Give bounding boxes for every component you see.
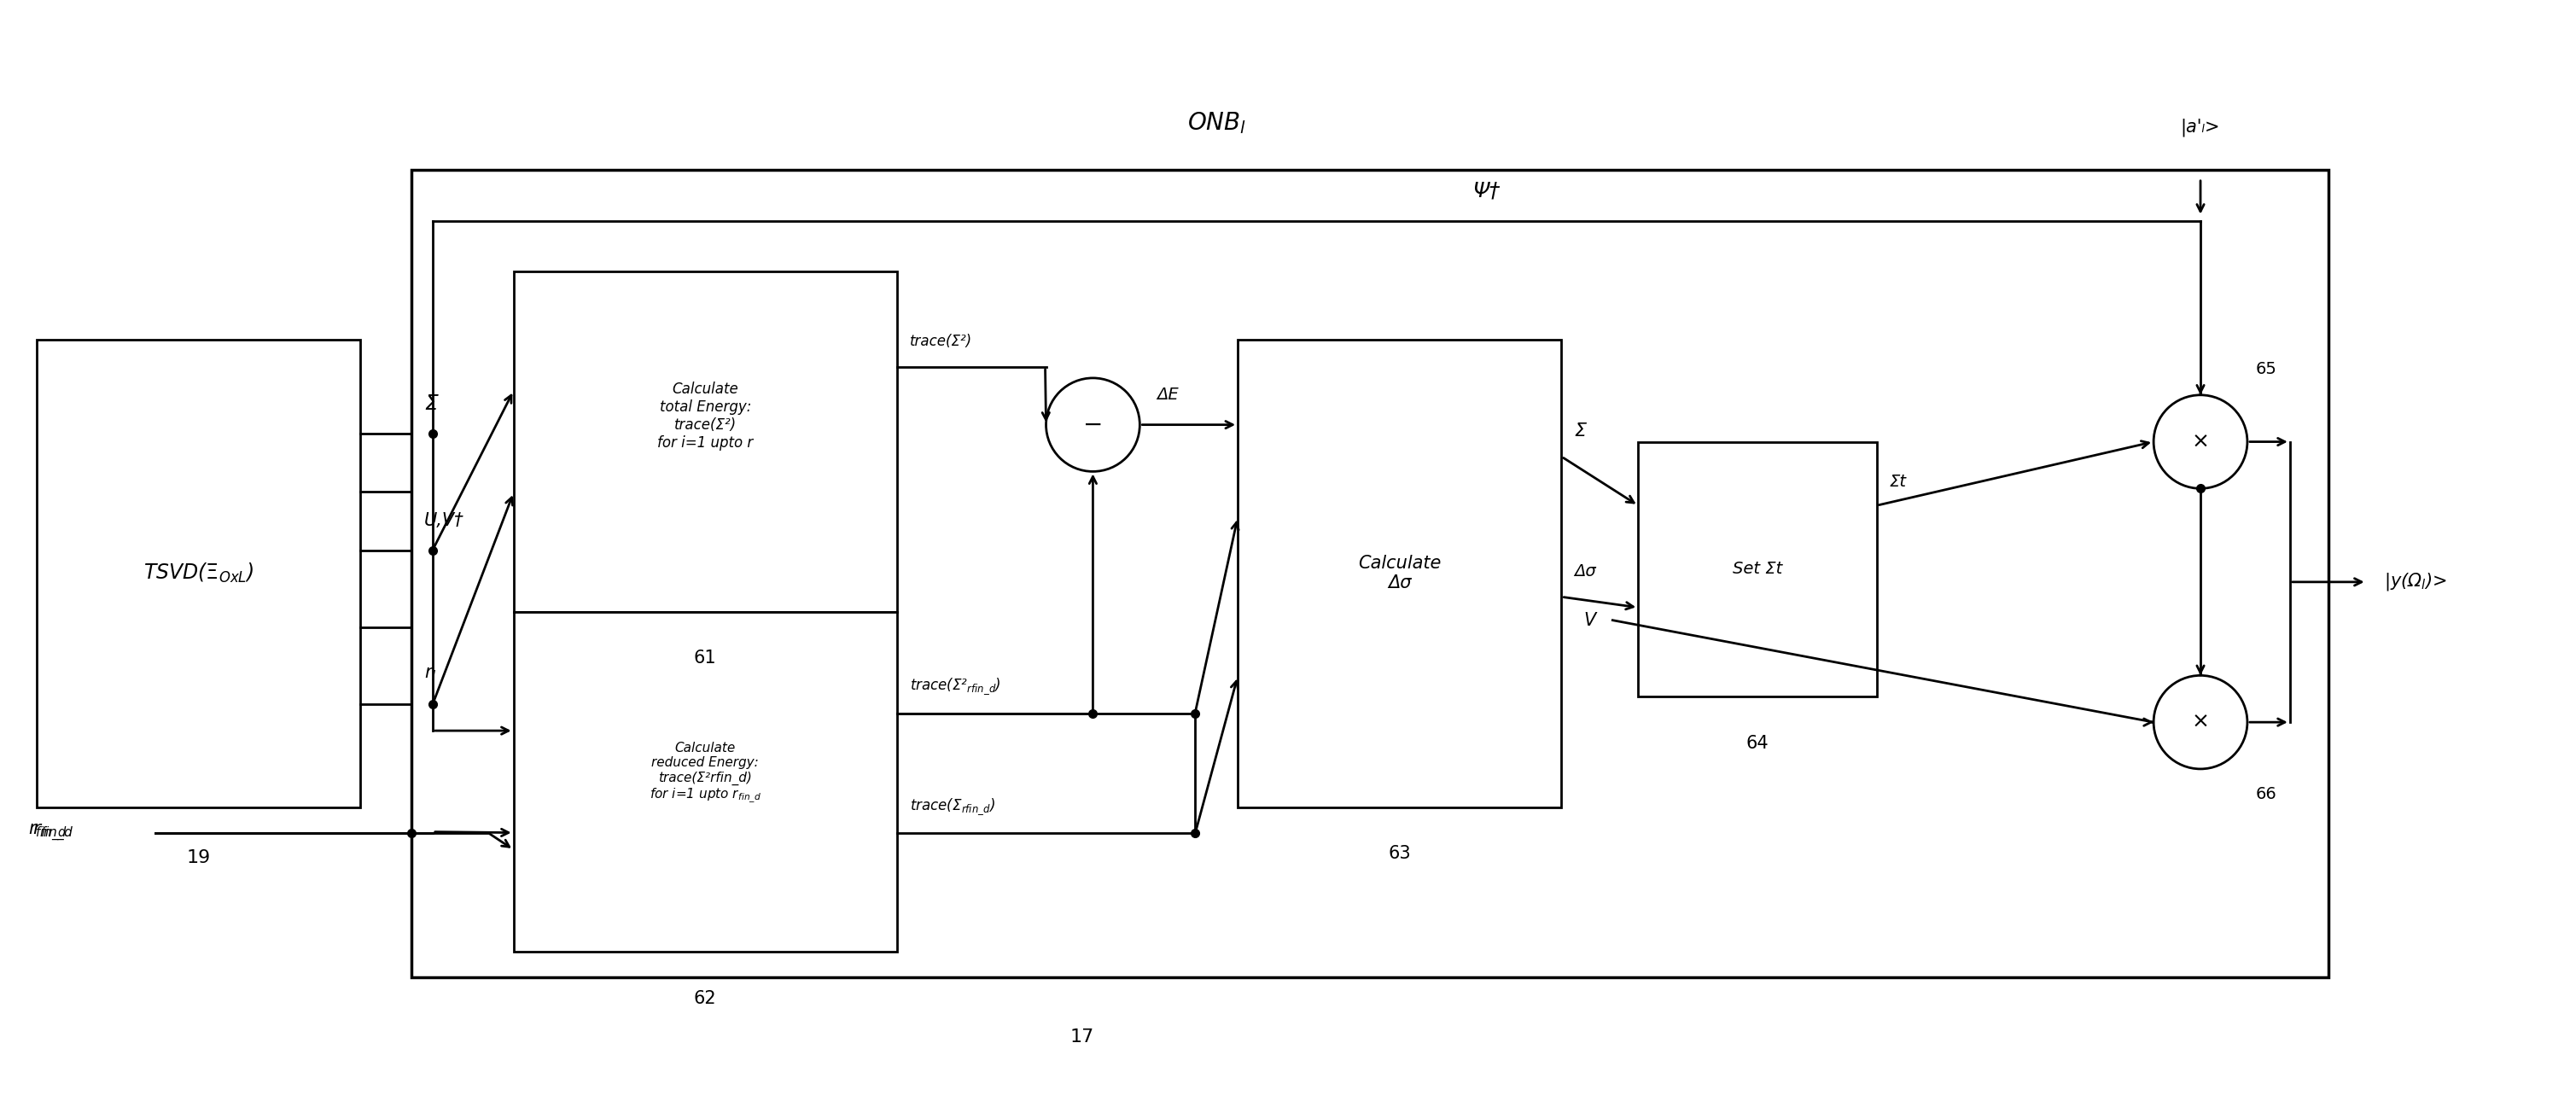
Text: Σ: Σ [425, 393, 438, 414]
Text: −: − [1082, 413, 1103, 436]
Text: $r_{fin\_d}$: $r_{fin\_d}$ [31, 823, 75, 844]
Circle shape [1046, 377, 1139, 472]
Bar [36, 340, 361, 807]
Text: Δσ: Δσ [1574, 563, 1597, 579]
Text: Calculate
Δσ: Calculate Δσ [1358, 555, 1440, 592]
Text: |a'ₗ>: |a'ₗ> [2182, 118, 2221, 136]
Text: r$_l$: r$_l$ [425, 666, 438, 683]
Circle shape [2154, 675, 2246, 769]
Text: ONB$_l$: ONB$_l$ [1188, 111, 1247, 136]
Text: 61: 61 [693, 650, 716, 668]
Text: trace(Σ²$_{rfin\_d}$): trace(Σ²$_{rfin\_d}$) [909, 676, 1002, 696]
Text: 62: 62 [693, 990, 716, 1007]
Circle shape [2154, 395, 2246, 488]
Bar [1236, 340, 1561, 807]
Text: 66: 66 [2257, 786, 2277, 803]
Text: ΔE: ΔE [1157, 386, 1180, 403]
Text: Set Σt: Set Σt [1734, 561, 1783, 578]
Text: Calculate
reduced Energy:
trace(Σ²rfin_d)
for i=1 upto r$_{fin\_d}$: Calculate reduced Energy: trace(Σ²rfin_d… [649, 742, 760, 805]
Text: 63: 63 [1388, 846, 1412, 862]
Text: Σ: Σ [1574, 423, 1587, 439]
Text: V: V [1584, 612, 1595, 629]
Text: 17: 17 [1069, 1028, 1095, 1045]
Text: 65: 65 [2257, 361, 2277, 377]
Text: TSVD($\Xi_{OxL}$): TSVD($\Xi_{OxL}$) [144, 562, 252, 586]
Text: trace(Σ²): trace(Σ²) [909, 334, 971, 349]
Bar [513, 612, 896, 952]
Text: ×: × [2192, 432, 2210, 452]
Text: ×: × [2192, 712, 2210, 733]
Text: trace(Σ$_{rfin\_d}$): trace(Σ$_{rfin\_d}$) [909, 797, 994, 817]
Text: 64: 64 [1747, 735, 1770, 752]
Text: Σt: Σt [1888, 474, 1906, 489]
Bar [1638, 442, 1878, 696]
Text: |y(Ω$_l$)>: |y(Ω$_l$)> [2383, 571, 2447, 592]
Text: r$_{fin\_d}$: r$_{fin\_d}$ [28, 823, 67, 844]
Text: Calculate
total Energy:
trace(Σ²)
for i=1 upto r: Calculate total Energy: trace(Σ²) for i=… [657, 382, 752, 451]
Text: U,V†: U,V† [425, 511, 464, 529]
Bar [412, 169, 2329, 977]
Text: 19: 19 [185, 850, 211, 867]
Text: Ψ†: Ψ† [1473, 180, 1502, 201]
Bar [513, 272, 896, 612]
